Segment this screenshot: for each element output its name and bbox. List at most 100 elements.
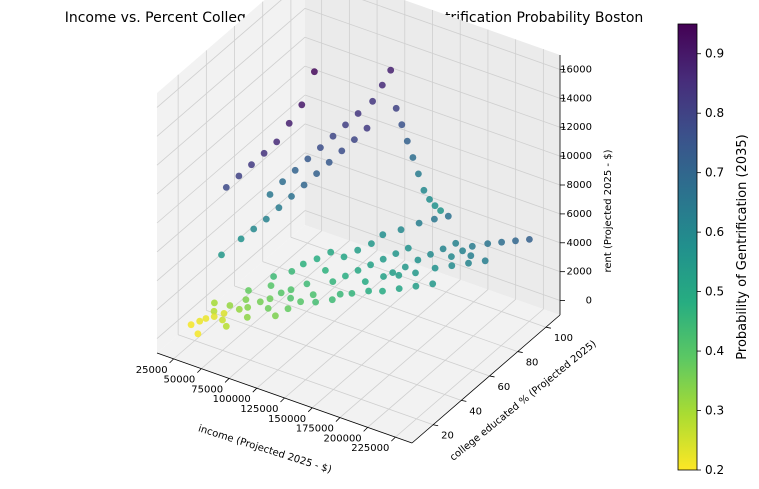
data-point xyxy=(444,212,452,220)
data-point xyxy=(403,137,411,145)
grid-line xyxy=(304,152,561,244)
data-point xyxy=(262,215,270,223)
data-point xyxy=(317,144,324,152)
data-point xyxy=(226,302,234,309)
data-point xyxy=(431,202,439,210)
grid-line xyxy=(304,65,561,157)
grid-line xyxy=(156,94,306,224)
data-point xyxy=(397,226,405,234)
grid-line xyxy=(178,334,434,426)
z-tick-label: 10000 xyxy=(560,151,592,162)
data-point xyxy=(256,298,264,306)
x-tick-label: 25000 xyxy=(136,365,168,376)
data-point xyxy=(342,272,349,280)
data-point xyxy=(266,191,274,198)
data-point xyxy=(379,287,386,295)
data-point xyxy=(260,149,268,157)
data-point xyxy=(467,252,475,260)
data-point xyxy=(395,285,403,292)
grid-line xyxy=(339,289,489,418)
grid-line xyxy=(304,181,561,273)
data-point xyxy=(404,244,412,252)
y-tick-label: 40 xyxy=(469,406,482,417)
data-point xyxy=(285,119,293,127)
grid-line xyxy=(156,65,306,195)
data-point xyxy=(300,181,308,189)
colorbar-label: Probability of Gentrification (2035) xyxy=(735,134,750,359)
grid-lines xyxy=(156,0,561,444)
data-point xyxy=(210,307,218,315)
x-tick-label: 225000 xyxy=(351,443,389,454)
grid-line xyxy=(156,36,306,166)
x-tick-label: 125000 xyxy=(240,404,278,415)
data-point xyxy=(284,305,292,313)
z-tick-label: 14000 xyxy=(560,93,592,104)
data-point xyxy=(340,253,348,261)
data-point xyxy=(427,251,434,258)
axis-ticks: 2500050000750001000001250001500001750002… xyxy=(136,64,592,454)
data-point xyxy=(327,248,335,256)
data-point xyxy=(338,147,346,155)
data-point xyxy=(218,251,225,259)
data-point xyxy=(277,289,285,297)
data-point xyxy=(361,278,369,285)
data-point xyxy=(222,184,230,191)
y-tick xyxy=(433,424,439,427)
data-point xyxy=(272,312,279,320)
colorbar-tick-label: 0.6 xyxy=(705,225,724,239)
z-tick-label: 12000 xyxy=(560,122,592,133)
grid-line xyxy=(156,8,306,137)
data-point xyxy=(448,262,456,270)
data-point xyxy=(235,172,243,180)
data-point xyxy=(313,170,320,178)
data-point xyxy=(468,242,476,250)
data-point xyxy=(365,287,372,295)
z-tick-label: 16000 xyxy=(560,64,592,75)
data-point xyxy=(297,298,304,306)
grid-line xyxy=(156,181,306,310)
data-point xyxy=(336,290,344,298)
colorbar-tick-label: 0.5 xyxy=(705,285,724,299)
colorbar-tick-label: 0.9 xyxy=(705,47,724,61)
data-point xyxy=(401,263,409,271)
data-point xyxy=(275,204,283,212)
data-point xyxy=(392,250,400,257)
data-point xyxy=(498,238,505,246)
data-point xyxy=(412,282,420,290)
data-point xyxy=(311,68,318,76)
data-point xyxy=(187,321,195,329)
data-point xyxy=(237,235,245,243)
data-point xyxy=(266,295,274,303)
data-point xyxy=(398,121,406,129)
x-tick-label: 75000 xyxy=(191,384,223,395)
data-point xyxy=(512,237,519,245)
x-tick xyxy=(335,417,341,422)
data-point xyxy=(415,170,422,178)
data-point xyxy=(270,273,277,280)
data-point xyxy=(313,255,321,263)
data-point xyxy=(367,261,374,269)
data-point xyxy=(348,290,356,297)
data-point xyxy=(299,260,307,268)
data-point xyxy=(415,219,423,227)
data-point xyxy=(309,291,317,299)
data-point xyxy=(389,269,397,276)
data-point xyxy=(287,286,295,294)
data-point xyxy=(526,236,533,243)
data-point xyxy=(484,240,492,248)
data-point xyxy=(437,207,444,215)
y-tick xyxy=(517,351,523,353)
data-point xyxy=(465,259,472,267)
grid-line xyxy=(201,240,350,369)
data-point xyxy=(431,264,439,272)
colorbar-tick-label: 0.4 xyxy=(705,344,724,358)
data-point xyxy=(194,330,202,338)
data-point xyxy=(379,231,387,239)
data-point xyxy=(287,294,294,302)
data-point xyxy=(196,317,204,325)
data-point xyxy=(273,138,281,146)
grid-line xyxy=(173,230,322,360)
data-point xyxy=(378,81,386,89)
x-tick xyxy=(224,378,230,383)
